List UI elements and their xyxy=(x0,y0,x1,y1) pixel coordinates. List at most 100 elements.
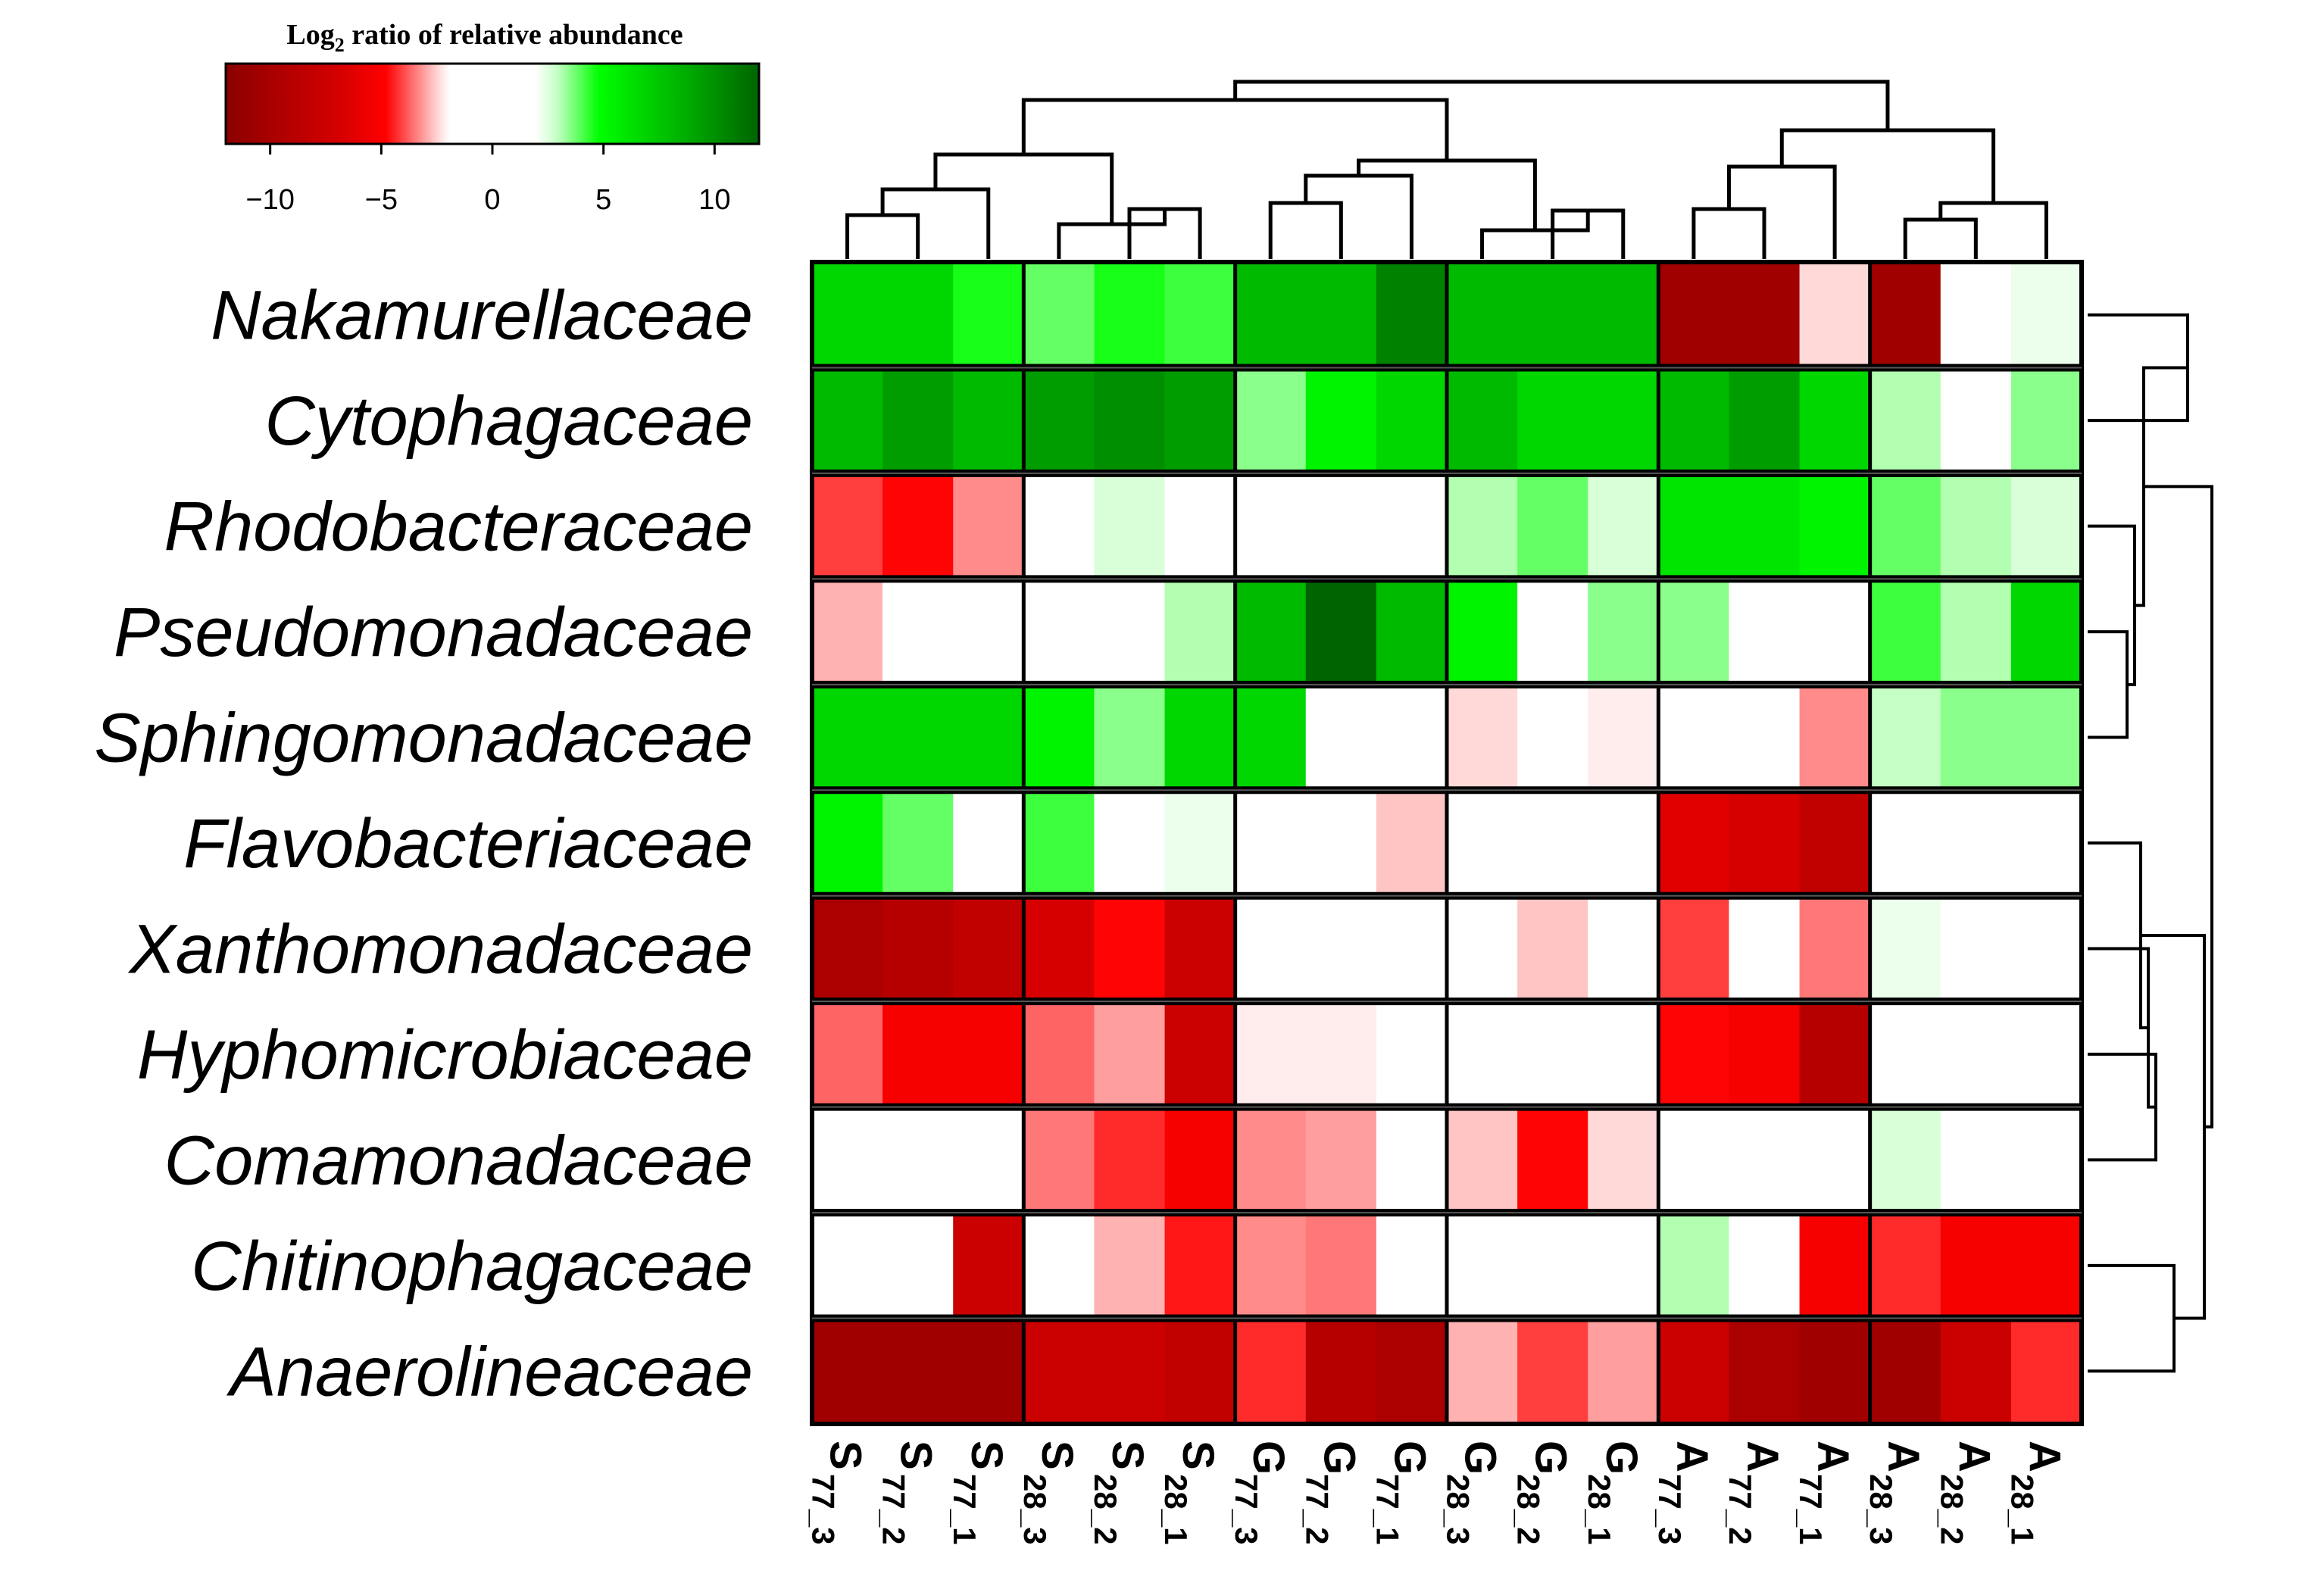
heatmap-cell xyxy=(1305,367,1377,474)
heatmap-cell xyxy=(1164,1213,1236,1319)
heatmap-cell xyxy=(1799,579,1871,685)
heatmap-cell xyxy=(1447,1107,1518,1213)
heatmap-cell xyxy=(1940,790,2012,897)
heatmap-cell xyxy=(1235,262,1307,369)
column-dendrogram xyxy=(845,80,2048,259)
heatmap-cell xyxy=(1799,1213,1871,1319)
column-label-sub: 77_3 xyxy=(1652,1474,1688,1544)
column-label-main: S xyxy=(962,1441,1011,1470)
heatmap-cell xyxy=(1729,790,1801,897)
heatmap-cell xyxy=(2010,684,2082,791)
column-label-main: A xyxy=(1808,1441,1857,1472)
heatmap-cell xyxy=(1023,473,1095,579)
row-label: Chitinophagaceae xyxy=(191,1228,753,1305)
column-label-main: S xyxy=(821,1441,870,1470)
row-label: Cytophagaceae xyxy=(265,382,754,460)
column-label-main: G xyxy=(1526,1441,1576,1475)
heatmap-cell xyxy=(1305,579,1377,685)
column-dendrogram-link xyxy=(1903,217,1978,259)
heatmap-cell xyxy=(1729,1107,1801,1213)
heatmap-cell xyxy=(812,1001,883,1108)
heatmap-cell xyxy=(882,1107,954,1213)
column-dendrogram-link xyxy=(880,187,991,259)
row-dendrogram-link xyxy=(2088,1263,2176,1373)
column-label: A28_2 xyxy=(1934,1441,1998,1544)
heatmap-cell xyxy=(882,790,954,897)
column-dendrogram-link xyxy=(1233,80,1890,130)
heatmap-cell xyxy=(1023,579,1095,685)
heatmap-cell xyxy=(1870,895,1941,1002)
heatmap-cell xyxy=(1729,579,1801,685)
heatmap-cell xyxy=(1447,473,1518,579)
column-label-main: G xyxy=(1244,1441,1293,1475)
heatmap-cell xyxy=(2010,895,2082,1002)
heatmap-cell xyxy=(1729,473,1801,579)
column-dendrogram-link xyxy=(1304,173,1413,259)
column-label: A77_1 xyxy=(1793,1441,1857,1544)
heatmap-cell xyxy=(1940,895,2012,1002)
heatmap-cell xyxy=(1305,1001,1377,1108)
column-label: G77_1 xyxy=(1370,1441,1434,1544)
heatmap-cell xyxy=(1729,1318,1801,1425)
heatmap-cell xyxy=(1094,367,1166,474)
column-dendrogram-link xyxy=(1268,201,1343,259)
heatmap-cell xyxy=(1235,790,1307,897)
column-label: G28_2 xyxy=(1511,1441,1576,1544)
heatmap-cell xyxy=(2010,262,2082,369)
heatmap-cell xyxy=(1235,1318,1307,1425)
row-dendrogram-link xyxy=(2088,841,2148,1030)
heatmap-cell xyxy=(2010,1318,2082,1425)
heatmap-cell xyxy=(1376,1213,1448,1319)
heatmap-cell xyxy=(1164,262,1236,369)
heatmap-cell xyxy=(1588,262,1659,369)
heatmap-cell xyxy=(953,473,1024,579)
heatmap-cell xyxy=(1658,473,1730,579)
heatmap-cell xyxy=(882,1318,954,1425)
heatmap-cell xyxy=(2010,367,2082,474)
column-label-main: G xyxy=(1597,1441,1646,1475)
heatmap-cell xyxy=(1376,895,1448,1002)
heatmap-cell xyxy=(1799,790,1871,897)
heatmap-cell xyxy=(1447,1001,1518,1108)
heatmap-cell xyxy=(882,262,954,369)
legend-title-suffix: ratio of relative abundance xyxy=(345,19,683,51)
column-label-sub: 77_1 xyxy=(1793,1474,1829,1544)
heatmap-cell xyxy=(812,367,883,474)
heatmap-cell xyxy=(1023,1107,1095,1213)
heatmap-cell xyxy=(1870,579,1941,685)
row-label: Comamonadaceae xyxy=(164,1122,753,1199)
heatmap-cell xyxy=(1447,1318,1518,1425)
heatmap-cell xyxy=(1588,473,1659,579)
heatmap-cell xyxy=(1023,262,1095,369)
heatmap-cell xyxy=(1870,1213,1941,1319)
heatmap-cell xyxy=(1799,1107,1871,1213)
column-label-main: A xyxy=(2019,1441,2069,1472)
heatmap-cell xyxy=(1235,1107,1307,1213)
heatmap-cell xyxy=(1729,367,1801,474)
heatmap-cell xyxy=(1094,684,1166,791)
heatmap-cell xyxy=(1588,1318,1659,1425)
heatmap-cell xyxy=(812,1107,883,1213)
heatmap-cell xyxy=(1658,1213,1730,1319)
heatmap-cell xyxy=(1164,1318,1236,1425)
heatmap-cell xyxy=(1305,1107,1377,1213)
column-label-sub: 28_2 xyxy=(1934,1474,1969,1544)
heatmap-cell xyxy=(1023,1318,1095,1425)
heatmap-cell xyxy=(1517,895,1588,1002)
legend-title: Log2 ratio of relative abundance xyxy=(286,19,683,56)
heatmap-cell xyxy=(1376,790,1448,897)
legend-ticks: −10 −5 0 5 10 xyxy=(245,144,730,216)
row-dendrogram-link xyxy=(2141,934,2206,1320)
heatmap-cell xyxy=(1517,367,1588,474)
heatmap-cell xyxy=(1799,895,1871,1002)
heatmap-cell xyxy=(1305,1213,1377,1319)
legend-tick-label: 10 xyxy=(698,184,730,216)
heatmap-cell xyxy=(1235,684,1307,791)
heatmap-cell xyxy=(1164,1107,1236,1213)
heatmap-cell xyxy=(1658,1318,1730,1425)
heatmap-cell xyxy=(812,1318,883,1425)
heatmap-cell xyxy=(1305,895,1377,1002)
heatmap-cell xyxy=(1588,1001,1659,1108)
heatmap-cell xyxy=(1376,473,1448,579)
